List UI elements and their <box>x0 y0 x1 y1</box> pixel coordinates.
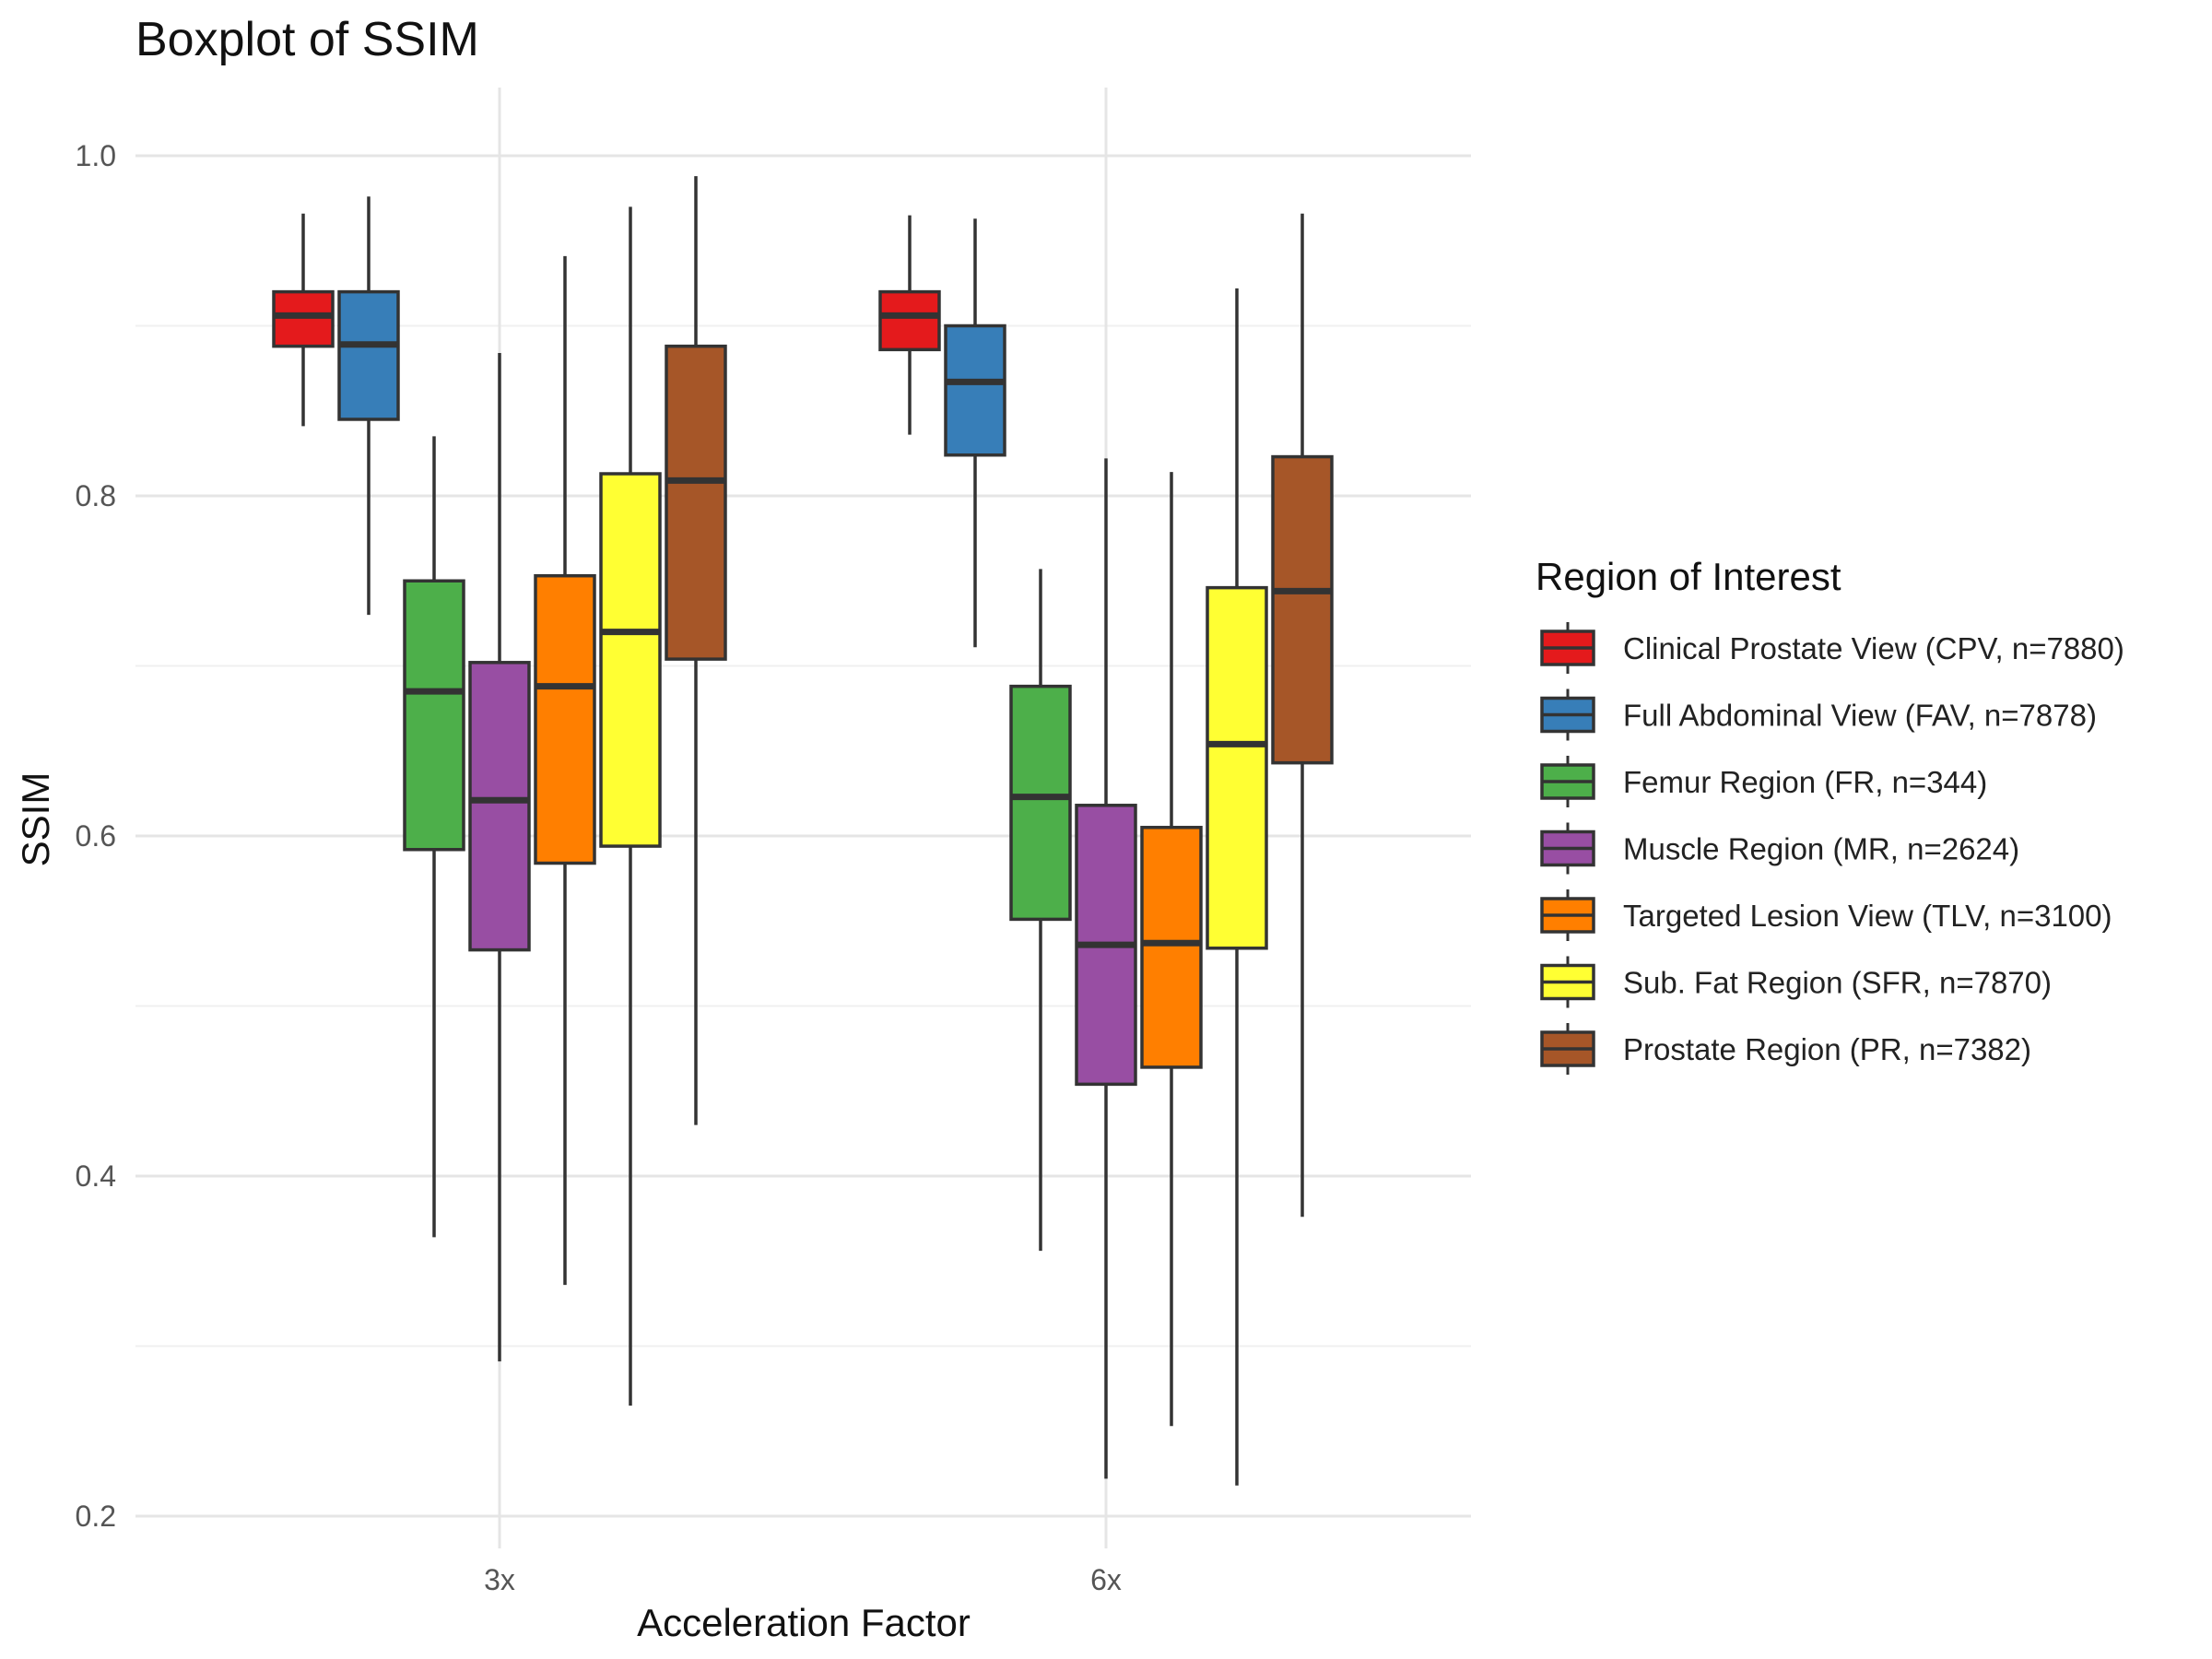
y-tick-label: 0.6 <box>76 819 116 853</box>
box-6x-3 <box>1075 458 1137 1479</box>
grid-lines <box>135 88 1471 1548</box>
box-6x-2 <box>1009 569 1072 1252</box>
legend-item: Targeted Lesion View (TLV, n=3100) <box>1540 889 2112 941</box>
legend-label: Targeted Lesion View (TLV, n=3100) <box>1623 899 2112 933</box>
box-3x-0 <box>272 213 335 427</box>
iqr-box <box>599 472 662 848</box>
iqr-box <box>1271 454 1334 765</box>
boxplot-series <box>272 176 1334 1486</box>
y-tick-label: 0.2 <box>76 1500 116 1533</box>
box-3x-6 <box>665 176 727 1125</box>
iqr-box <box>1140 826 1203 1069</box>
chart-title: Boxplot of SSIM <box>135 13 479 66</box>
legend-label: Clinical Prostate View (CPV, n=7880) <box>1623 631 2124 665</box>
iqr-box <box>944 324 1006 457</box>
y-tick-label: 1.0 <box>76 139 116 172</box>
box-6x-0 <box>878 215 941 435</box>
box-3x-5 <box>599 206 662 1406</box>
x-tick-label: 3x <box>484 1563 515 1596</box>
y-tick-label: 0.8 <box>76 479 116 512</box>
legend-label: Muscle Region (MR, n=2624) <box>1623 832 2019 866</box>
x-tick-label: 6x <box>1090 1563 1122 1596</box>
iqr-box <box>878 289 941 352</box>
box-6x-4 <box>1140 472 1203 1427</box>
legend: Region of Interest Clinical Prostate Vie… <box>1535 555 2124 1075</box>
iqr-box <box>272 289 335 348</box>
legend-label: Sub. Fat Region (SFR, n=7870) <box>1623 966 2052 1000</box>
box-3x-4 <box>534 255 596 1286</box>
box-3x-3 <box>468 353 531 1362</box>
legend-label: Prostate Region (PR, n=7382) <box>1623 1032 2031 1066</box>
iqr-box <box>1206 585 1268 950</box>
y-tick-labels: 0.2 0.4 0.6 0.8 1.0 <box>76 139 116 1533</box>
y-tick-label: 0.4 <box>76 1159 116 1193</box>
x-axis-title: Acceleration Factor <box>637 1601 971 1644</box>
box-3x-1 <box>337 196 400 616</box>
iqr-box <box>534 573 596 865</box>
legend-item: Sub. Fat Region (SFR, n=7870) <box>1540 956 2052 1008</box>
legend-item: Clinical Prostate View (CPV, n=7880) <box>1540 622 2124 674</box>
legend-label: Full Abdominal View (FAV, n=7878) <box>1623 699 2097 733</box>
box-6x-1 <box>944 218 1006 648</box>
iqr-box <box>403 579 465 852</box>
iqr-box <box>468 661 531 952</box>
legend-title: Region of Interest <box>1535 555 1841 598</box>
x-tick-labels: 3x 6x <box>484 1563 1122 1596</box>
box-6x-6 <box>1271 213 1334 1218</box>
legend-item: Prostate Region (PR, n=7382) <box>1540 1023 2031 1075</box>
iqr-box <box>1009 684 1072 922</box>
iqr-box <box>665 344 727 661</box>
y-axis-title: SSIM <box>14 772 57 867</box>
box-3x-2 <box>403 436 465 1238</box>
legend-item: Full Abdominal View (FAV, n=7878) <box>1540 688 2097 741</box>
legend-item: Femur Region (FR, n=344) <box>1540 756 1987 807</box>
box-6x-5 <box>1206 288 1268 1486</box>
legend-item: Muscle Region (MR, n=2624) <box>1540 822 2019 875</box>
legend-label: Femur Region (FR, n=344) <box>1623 765 1987 799</box>
iqr-box <box>337 289 400 421</box>
